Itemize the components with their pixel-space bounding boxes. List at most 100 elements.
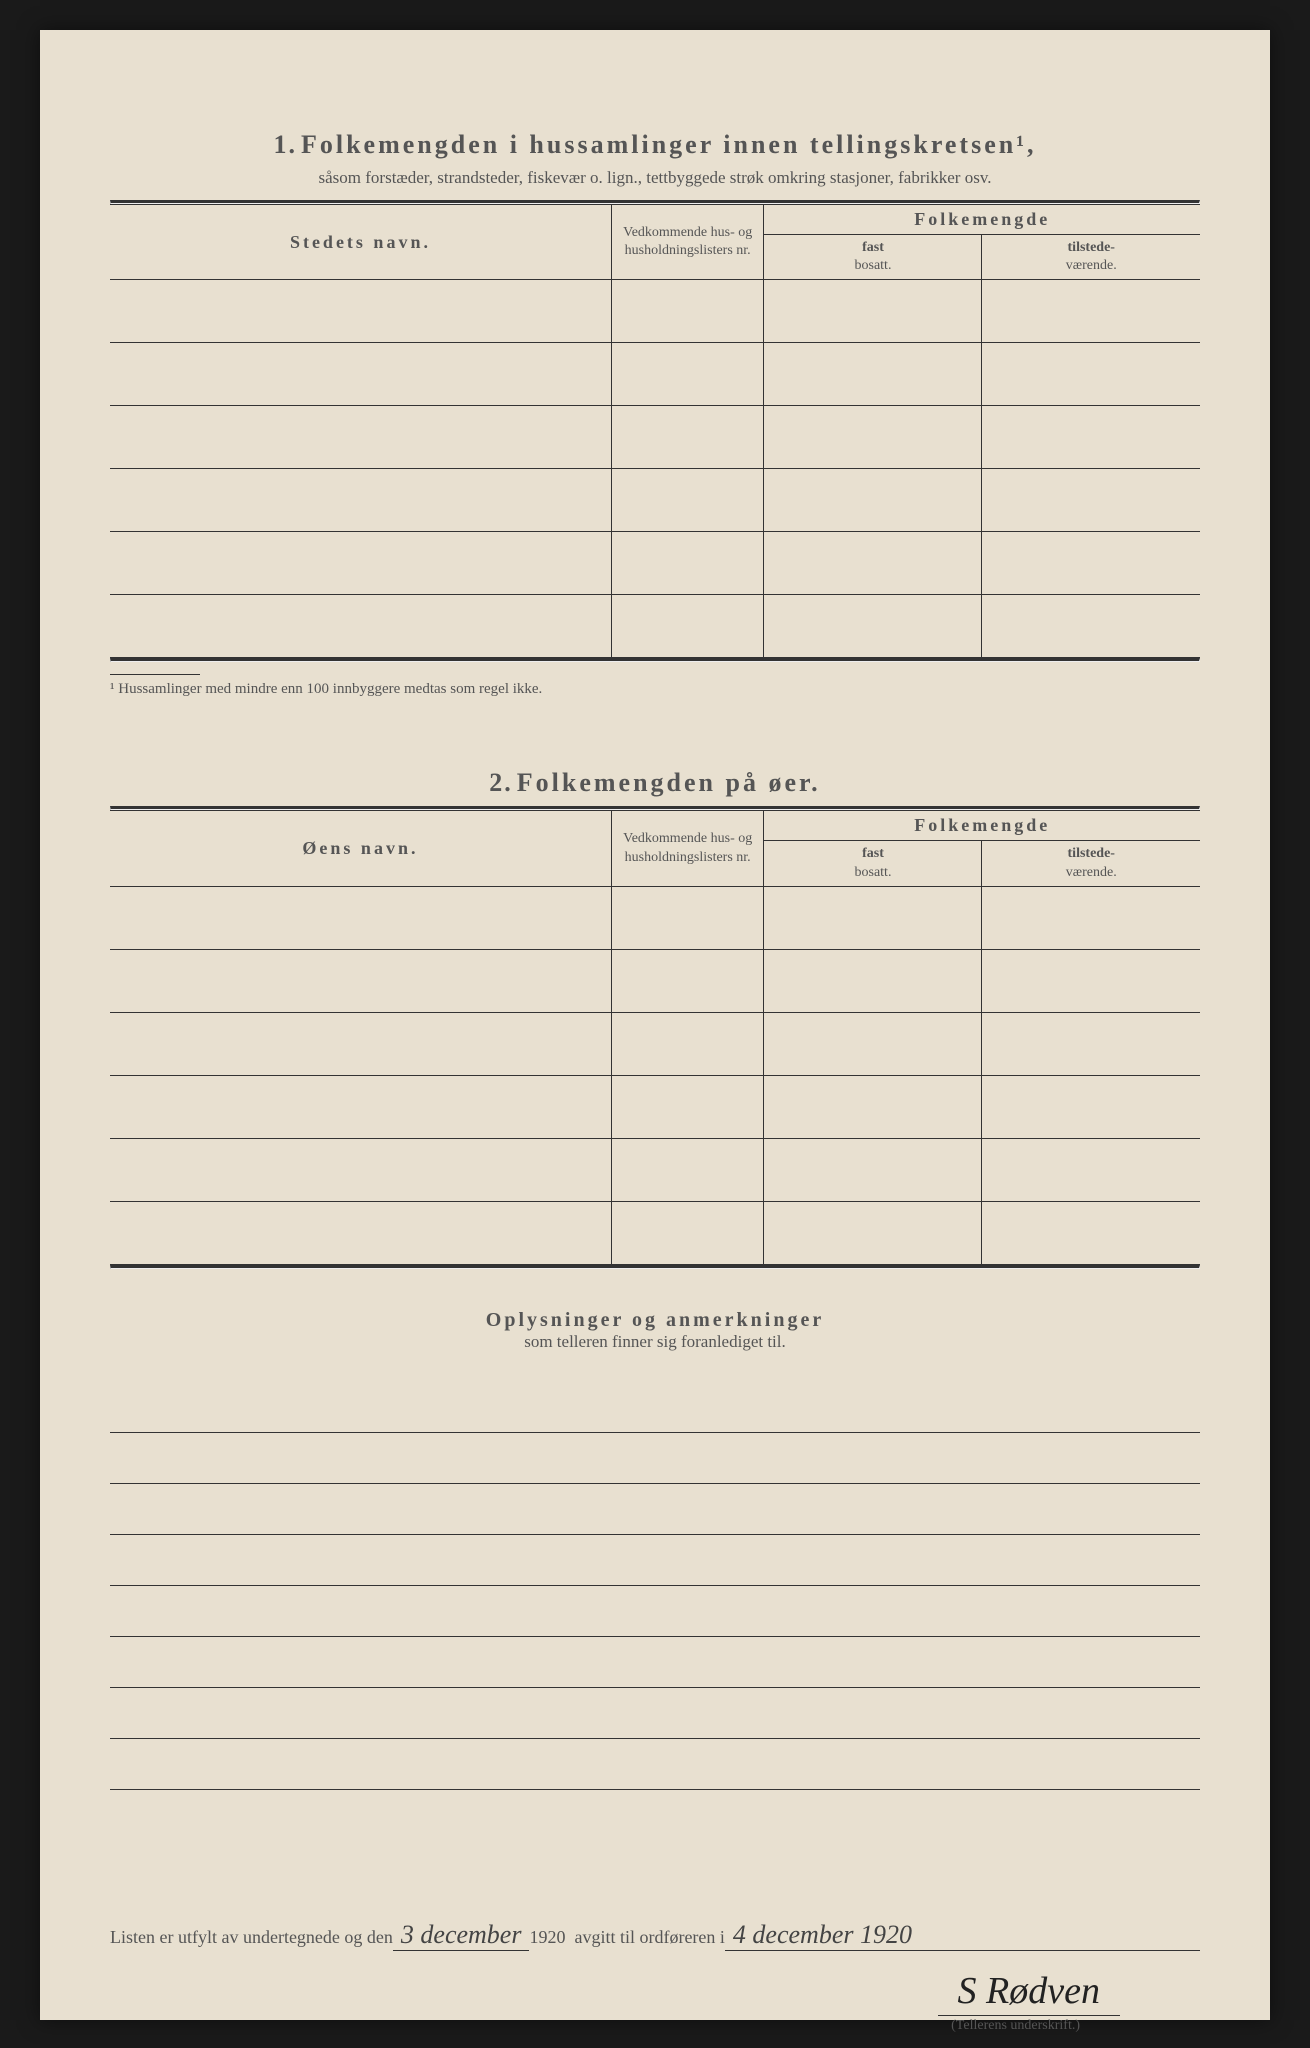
table-row <box>110 1012 1200 1075</box>
col-nr: Vedkommende hus- og husholdningslisters … <box>611 205 764 280</box>
col-til-label: tilstede- <box>1068 240 1115 255</box>
table-cell <box>110 1138 611 1201</box>
table-cell <box>110 469 611 532</box>
table-cell <box>764 406 982 469</box>
table-cell <box>982 280 1200 343</box>
table-row <box>110 532 1200 595</box>
col-til-sub-2: værende. <box>1066 865 1117 880</box>
col-folkemengde-2: Folkemengde <box>914 815 1050 835</box>
table-cell <box>611 1075 764 1138</box>
table-row <box>110 595 1200 658</box>
section1-bottom-rule <box>110 658 1200 662</box>
table-cell <box>611 406 764 469</box>
table-cell <box>611 280 764 343</box>
col-til-sub: værende. <box>1066 258 1117 273</box>
section1-number: 1. <box>273 130 297 159</box>
table-cell <box>110 886 611 949</box>
footer-text-1: Listen er utfylt av undertegnede og den <box>110 1927 393 1948</box>
table-cell <box>982 343 1200 406</box>
footer-text-2: avgitt til ordføreren i <box>574 1927 724 1948</box>
table-cell <box>611 595 764 658</box>
signature: S Rødven <box>938 1969 1120 2016</box>
col-oens-navn: Øens navn. <box>302 838 418 858</box>
table-cell <box>764 343 982 406</box>
col-fast: fast bosatt. <box>764 235 982 280</box>
footer-fill-date: 3 december <box>393 1920 530 1951</box>
footer: Listen er utfylt av undertegnede og den … <box>110 1920 1200 2034</box>
section1-title: 1. Folkemengden i hussamlinger innen tel… <box>110 130 1200 160</box>
col-folkemengde: Folkemengde <box>914 209 1050 229</box>
table-cell <box>110 343 611 406</box>
table-cell <box>611 1201 764 1264</box>
section2-bottom-rule <box>110 1265 1200 1269</box>
table-cell <box>982 1138 1200 1201</box>
table-row <box>110 406 1200 469</box>
col-tilstede-2: tilstede- værende. <box>982 841 1200 886</box>
table-cell <box>110 1075 611 1138</box>
table-cell <box>611 532 764 595</box>
ruled-line <box>110 1484 1200 1535</box>
table-cell <box>110 595 611 658</box>
col-nr-2: Vedkommende hus- og husholdningslisters … <box>611 811 764 886</box>
table-cell <box>764 949 982 1012</box>
table-cell <box>611 1138 764 1201</box>
table-row <box>110 1138 1200 1201</box>
table-cell <box>110 949 611 1012</box>
table-cell <box>764 1201 982 1264</box>
table-cell <box>611 343 764 406</box>
section2-number: 2. <box>489 768 513 797</box>
section2-heading: Folkemengden på øer. <box>517 768 821 797</box>
table-cell <box>110 1012 611 1075</box>
oplys-subtitle: som telleren finner sig foranlediget til… <box>110 1332 1200 1352</box>
col-fast-label-2: fast <box>862 846 884 861</box>
table-row <box>110 1075 1200 1138</box>
footer-year: 1920 <box>529 1927 565 1948</box>
table-cell <box>764 469 982 532</box>
col-fast-sub: bosatt. <box>855 258 892 273</box>
table-row <box>110 469 1200 532</box>
footer-line: Listen er utfylt av undertegnede og den … <box>110 1920 1200 1951</box>
table-row <box>110 280 1200 343</box>
table-cell <box>764 595 982 658</box>
table-cell <box>764 280 982 343</box>
table-row <box>110 343 1200 406</box>
table-cell <box>982 469 1200 532</box>
col-fast-sub-2: bosatt. <box>855 865 892 880</box>
table-cell <box>982 1201 1200 1264</box>
table-cell <box>764 532 982 595</box>
col-tilstede: tilstede- værende. <box>982 235 1200 280</box>
table-cell <box>982 1012 1200 1075</box>
section2-title: 2. Folkemengden på øer. <box>110 768 1200 798</box>
section1-footnote: ¹ Hussamlinger med mindre enn 100 innbyg… <box>110 674 1200 698</box>
table-cell <box>110 406 611 469</box>
section1-subtitle: såsom forstæder, strandsteder, fiskevær … <box>110 168 1200 188</box>
ruled-line <box>110 1382 1200 1433</box>
section2-table: Øens navn. Vedkommende hus- og husholdni… <box>110 810 1200 1264</box>
table-cell <box>110 280 611 343</box>
table-row <box>110 949 1200 1012</box>
table-cell <box>982 1075 1200 1138</box>
ruled-line <box>110 1586 1200 1637</box>
col-til-label-2: tilstede- <box>1068 846 1115 861</box>
signature-label: (Tellerens underskrift.) <box>110 2018 1080 2034</box>
signature-block: S Rødven <box>110 1969 1120 2016</box>
ruled-line <box>110 1433 1200 1484</box>
table-cell <box>982 949 1200 1012</box>
ruled-line <box>110 1535 1200 1586</box>
ruled-line <box>110 1688 1200 1739</box>
table-cell <box>982 595 1200 658</box>
table-cell <box>764 1075 982 1138</box>
table-cell <box>982 886 1200 949</box>
section1-heading: Folkemengden i hussamlinger innen tellin… <box>301 130 1037 159</box>
remarks-lines <box>110 1382 1200 1790</box>
col-stedets-navn: Stedets navn. <box>290 232 431 252</box>
oplys-title: Oplysninger og anmerkninger <box>110 1309 1200 1332</box>
col-fast-2: fast bosatt. <box>764 841 982 886</box>
col-fast-label: fast <box>862 240 884 255</box>
table-cell <box>611 469 764 532</box>
footnote-text: ¹ Hussamlinger med mindre enn 100 innbyg… <box>110 681 542 697</box>
footnote-rule <box>110 674 200 675</box>
table-cell <box>611 1012 764 1075</box>
table-row <box>110 886 1200 949</box>
table-cell <box>110 532 611 595</box>
